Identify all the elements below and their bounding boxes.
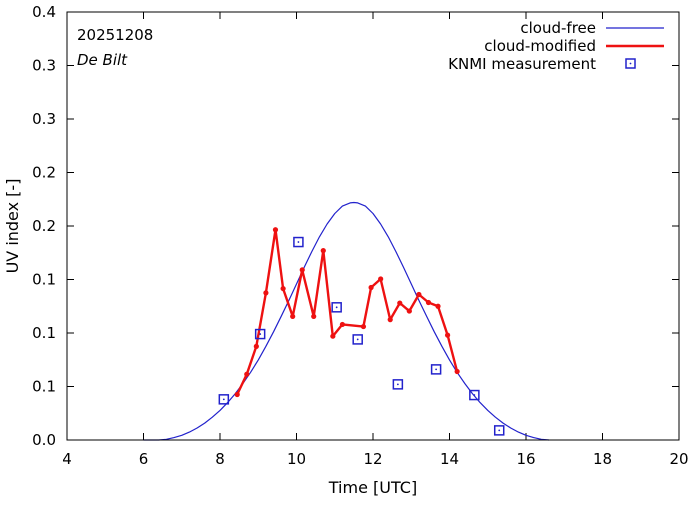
x-tick-label: 8	[215, 450, 225, 468]
data-point	[299, 267, 305, 273]
data-point	[263, 290, 269, 296]
data-point	[339, 321, 345, 328]
x-tick-label: 16	[516, 450, 535, 468]
y-tick-label: 0.0	[32, 431, 56, 449]
series-cloud-modified	[234, 227, 460, 398]
date-label: 20251208	[77, 26, 153, 44]
plot-frame	[66, 11, 680, 441]
series-cloud-free	[143, 201, 550, 441]
x-tick-label: 10	[287, 450, 306, 468]
data-point	[330, 333, 336, 339]
measurement-marker	[352, 334, 363, 345]
legend: cloud-free cloud-modified KNMI measureme…	[448, 19, 664, 73]
station-label: De Bilt	[77, 51, 128, 69]
y-tick-label: 0.3	[32, 57, 56, 75]
x-tick-label: 18	[593, 450, 612, 468]
series-line-cloud-free	[143, 201, 550, 441]
data-point	[253, 343, 259, 349]
legend-label-knmi-measurement: KNMI measurement	[448, 55, 596, 73]
series-knmi-measurement	[218, 236, 505, 436]
x-tick-label: 6	[139, 450, 149, 468]
data-point	[397, 300, 403, 306]
y-tick-label: 0.2	[32, 164, 56, 182]
data-point	[320, 248, 326, 254]
measurement-marker	[293, 236, 304, 248]
measurement-marker	[218, 394, 230, 405]
data-point	[244, 371, 250, 377]
data-point	[360, 323, 367, 330]
data-point	[454, 368, 460, 375]
data-point	[416, 291, 422, 298]
legend-label-cloud-free: cloud-free	[520, 19, 596, 37]
x-tick-label: 4	[62, 450, 72, 468]
measurement-marker	[254, 328, 266, 340]
y-tick-labels: 0.0 0.1 0.1 0.1 0.2 0.2 0.3 0.3 0.4	[32, 3, 56, 449]
data-point	[425, 299, 432, 306]
series-layer	[143, 201, 550, 441]
data-point	[435, 303, 441, 309]
x-axis-label: Time [UTC]	[328, 478, 417, 497]
data-point	[444, 332, 451, 338]
measurement-marker	[331, 302, 342, 313]
measurement-marker	[493, 425, 505, 436]
y-tick-label: 0.2	[32, 217, 56, 235]
data-point	[406, 308, 412, 314]
y-tick-label: 0.1	[32, 271, 56, 289]
data-point	[272, 227, 279, 233]
legend-label-cloud-modified: cloud-modified	[484, 37, 596, 55]
data-point	[290, 313, 296, 320]
data-point	[387, 317, 393, 323]
y-tick-label: 0.1	[32, 324, 56, 342]
data-point	[378, 276, 384, 282]
y-tick-label: 0.1	[32, 378, 56, 396]
x-tick-label: 20	[669, 450, 688, 468]
y-axis-label: UV index [-]	[3, 179, 22, 274]
measurement-marker	[469, 389, 480, 401]
data-point	[280, 285, 286, 292]
data-point	[234, 391, 240, 398]
data-point	[311, 313, 317, 320]
y-tick-label: 0.4	[32, 3, 56, 21]
measurement-marker	[392, 379, 404, 390]
data-point	[368, 284, 374, 291]
x-tick-label: 14	[440, 450, 459, 468]
y-tick-label: 0.3	[32, 110, 56, 128]
legend-swatch-knmi-measurement	[625, 58, 636, 69]
x-tick-label: 12	[363, 450, 382, 468]
x-tick-labels: 4 6 8 10 12 14 16 18 20	[62, 450, 688, 468]
measurement-marker	[430, 364, 442, 375]
